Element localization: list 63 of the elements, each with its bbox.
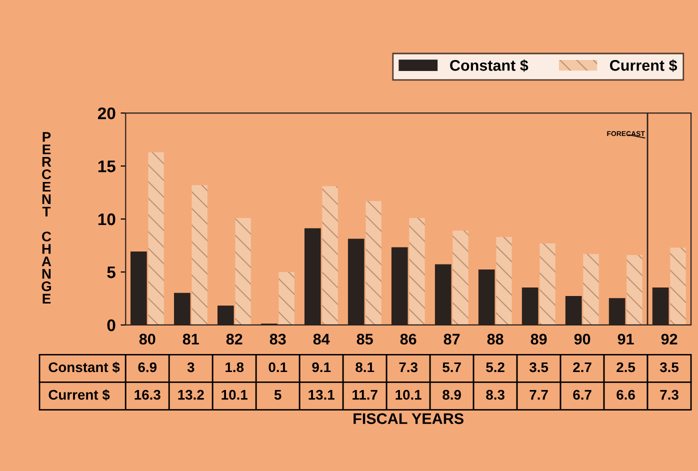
y-tick-label: 0 <box>107 319 116 332</box>
data-label: 11.7 <box>352 390 378 400</box>
x-tick-label: 85 <box>356 334 373 345</box>
legend-label: Constant $ <box>450 59 528 72</box>
bar <box>366 201 382 325</box>
text: Constant $ <box>48 362 120 374</box>
bar <box>540 243 556 325</box>
data-label: 5.7 <box>442 362 461 372</box>
data-label: 3.5 <box>660 362 679 372</box>
data-label: 3.5 <box>529 362 548 372</box>
bar <box>322 186 338 325</box>
legend-label: Current $ <box>610 59 678 72</box>
data-label: 9.1 <box>312 362 331 372</box>
bar <box>452 230 468 325</box>
x-axis-title: FISCAL YEARS <box>354 413 464 424</box>
data-label: 13.1 <box>308 390 334 400</box>
x-tick-label: 84 <box>313 334 330 345</box>
x-tick-label: 92 <box>661 334 678 345</box>
text: PERCENT CHANGE <box>42 132 52 304</box>
data-label: 8.9 <box>442 390 461 400</box>
data-label: 1.8 <box>226 362 244 372</box>
data-label: 6.9 <box>138 362 157 372</box>
data-label: 8.1 <box>356 362 374 372</box>
bar <box>409 218 425 325</box>
x-tick-label: 80 <box>139 334 156 345</box>
data-label: 6.7 <box>573 390 592 400</box>
x-tick-label: 83 <box>270 334 286 345</box>
bar <box>235 218 251 325</box>
y-tick-label: 5 <box>107 266 116 278</box>
x-tick-label: 81 <box>182 334 199 345</box>
x-tick-label: 90 <box>574 334 590 345</box>
data-label: 10.1 <box>396 390 422 400</box>
y-tick-label: 15 <box>98 160 116 172</box>
bar <box>496 237 512 325</box>
data-label: 5.2 <box>486 362 504 372</box>
x-tick-label: 87 <box>444 334 460 345</box>
bar <box>583 254 599 325</box>
bar <box>192 185 208 325</box>
y-tick-label: 10 <box>98 213 116 226</box>
data-label: 0.1 <box>268 362 288 372</box>
bar <box>148 152 164 325</box>
data-label: 7.3 <box>660 390 678 400</box>
bar <box>626 255 642 325</box>
data-label: 2.7 <box>573 362 592 372</box>
bar <box>670 248 686 325</box>
text: Current $ <box>48 389 110 401</box>
x-tick-label: 86 <box>400 334 416 345</box>
x-tick-label: 88 <box>487 334 504 345</box>
x-tick-label: 82 <box>226 334 242 345</box>
data-label: 7.3 <box>399 362 418 372</box>
data-label: 6.6 <box>616 390 635 400</box>
data-label: 10.1 <box>222 390 248 400</box>
data-label: 5 <box>274 390 282 400</box>
y-tick-label: 20 <box>98 107 116 120</box>
data-label: 8.3 <box>486 390 504 400</box>
x-tick-label: 91 <box>618 334 634 345</box>
data-label: 7.7 <box>530 390 548 400</box>
data-label: 2.5 <box>616 362 636 372</box>
data-label: 16.3 <box>134 390 160 400</box>
x-tick-label: 89 <box>530 334 547 345</box>
data-label: 3 <box>187 362 194 372</box>
bar <box>278 272 294 325</box>
data-label: 13.2 <box>178 390 204 400</box>
